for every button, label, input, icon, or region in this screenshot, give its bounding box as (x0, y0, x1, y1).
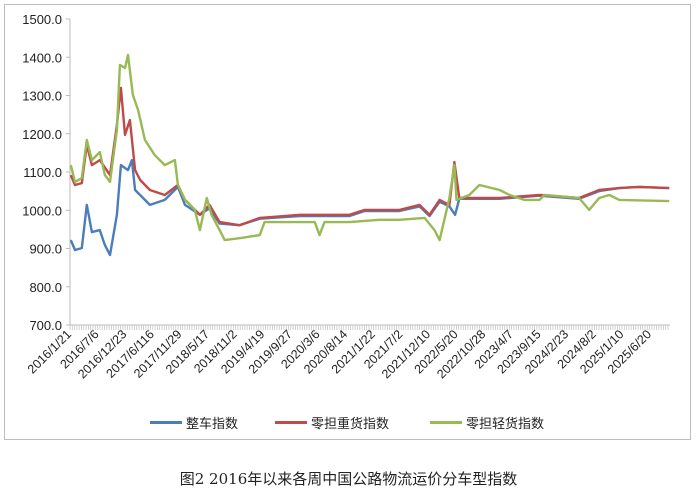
legend-label: 零担重货指数 (311, 417, 390, 432)
legend-label: 零担轻货指数 (466, 417, 545, 432)
y-tick-label: 900.0 (29, 242, 62, 257)
legend-swatch (275, 421, 307, 424)
chart-frame (4, 4, 691, 440)
y-tick-label: 1500.0 (22, 12, 62, 27)
line-chart: 700.0 800.0 900.0 1000.0 1100.0 1200.0 1300.0 1… (22, 12, 670, 381)
legend-item-0: 整车指数 (150, 413, 238, 432)
legend-swatch (430, 421, 462, 424)
y-tick-label: 1400.0 (22, 50, 62, 65)
legend-item-2: 零担轻货指数 (430, 413, 544, 432)
y-tick-label: 1300.0 (22, 89, 62, 104)
series-line-2 (69, 53, 670, 242)
y-tick-label: 1200.0 (22, 127, 62, 142)
y-tick-label: 700.0 (29, 318, 62, 333)
legend-swatch (150, 421, 182, 424)
series-line-0 (69, 158, 670, 257)
y-tick-label: 1000.0 (22, 203, 62, 218)
series-line-1 (69, 86, 670, 227)
legend-item-1: 零担重货指数 (275, 413, 389, 432)
legend-label: 整车指数 (186, 417, 239, 432)
figure-caption: 图2 2016年以来各周中国公路物流运价分车型指数 (179, 470, 518, 488)
y-tick-label: 1100.0 (23, 165, 62, 180)
y-tick-label: 800.0 (29, 280, 62, 295)
